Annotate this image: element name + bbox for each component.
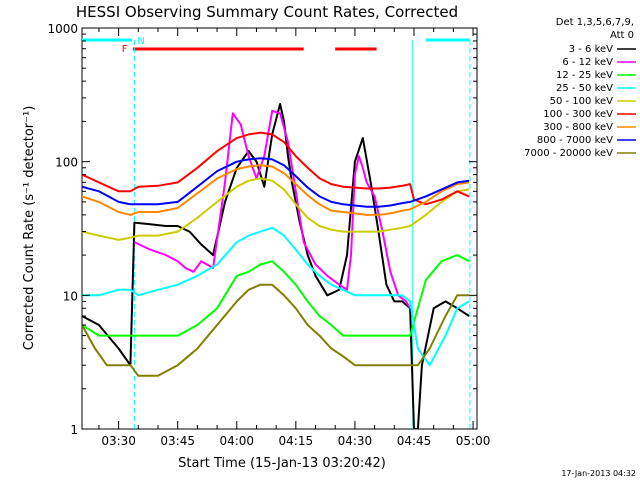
series-lines: [82, 103, 470, 429]
y-tick-label: 1: [70, 423, 78, 437]
y-tick-label: 10: [63, 289, 78, 303]
timestamp: 17-Jan-2013 04:32: [561, 469, 636, 478]
x-tick-label: 03:30: [101, 434, 136, 448]
x-tick-label: 04:00: [219, 434, 254, 448]
legend-header: Att 0: [610, 30, 634, 41]
legend-entry: 3 - 6 keV: [569, 44, 613, 55]
plot-frame: [81, 27, 478, 430]
x-axis-label: Start Time (15-Jan-13 03:20:42): [178, 456, 386, 471]
axes: 1 10 100 1000 03:30 03:45 04:00 04:15 04:30 04:45…: [47, 22, 490, 448]
x-tick-label: 05:00: [456, 434, 491, 448]
y-tick-label: 100: [55, 156, 78, 170]
series-line-3: [82, 254, 470, 337]
chart-title: HESSI Observing Summary Count Rates, Cor…: [76, 3, 458, 21]
series-line-5: [82, 177, 470, 241]
series-line-6: [82, 131, 470, 206]
y-tick-label: 1000: [47, 22, 78, 36]
series-line-8: [82, 157, 470, 208]
plot-border: [81, 27, 478, 430]
night-flag-label: N: [137, 36, 144, 47]
legend-entry: 800 - 7000 keV: [537, 135, 613, 146]
legend-header: Det 1,3,5,6,7,9,: [556, 17, 634, 28]
x-tick-label: 04:45: [397, 434, 432, 448]
y-axis-label: Corrected Count Rate (s⁻¹ detector⁻¹): [22, 106, 37, 351]
legend-entry: 100 - 300 keV: [543, 109, 613, 120]
x-tick-label: 03:45: [160, 434, 195, 448]
x-tick-label: 04:30: [338, 434, 373, 448]
flare-flag-label: F: [122, 44, 128, 55]
legend-entry: 7000 - 20000 keV: [524, 148, 613, 159]
legend-entry: 12 - 25 keV: [556, 70, 613, 81]
series-line-7: [82, 164, 470, 216]
legend-entry: 6 - 12 keV: [562, 57, 613, 68]
legend-entry: 300 - 800 keV: [543, 122, 613, 133]
legend-entry: 25 - 50 keV: [556, 83, 613, 94]
legend-entry: 50 - 100 keV: [550, 96, 614, 107]
series-line-1: [82, 103, 470, 429]
x-tick-label: 04:15: [279, 434, 314, 448]
series-line-9: [82, 283, 470, 377]
series-line-4: [82, 226, 470, 367]
legend: Det 1,3,5,6,7,9, Att 0 3 - 6 keV 6 - 12 keV…: [524, 17, 636, 159]
